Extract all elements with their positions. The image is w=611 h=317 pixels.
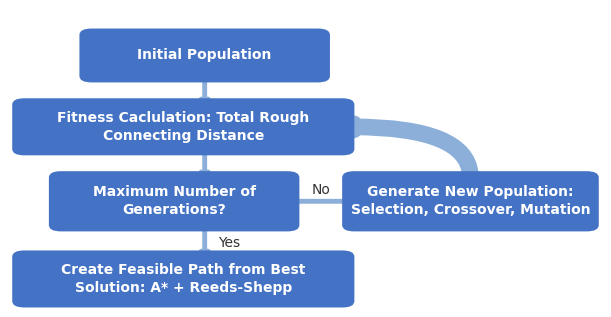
FancyBboxPatch shape — [49, 171, 299, 231]
FancyBboxPatch shape — [79, 29, 330, 82]
Text: Create Feasible Path from Best
Solution: A* + Reeds-Shepp: Create Feasible Path from Best Solution:… — [61, 263, 306, 295]
Text: Initial Population: Initial Population — [137, 49, 272, 62]
FancyBboxPatch shape — [12, 250, 354, 307]
FancyBboxPatch shape — [12, 98, 354, 155]
FancyBboxPatch shape — [342, 171, 599, 231]
Text: Generate New Population:
Selection, Crossover, Mutation: Generate New Population: Selection, Cros… — [351, 185, 590, 217]
Text: Maximum Number of
Generations?: Maximum Number of Generations? — [93, 185, 255, 217]
FancyArrowPatch shape — [353, 124, 470, 175]
Text: Yes: Yes — [218, 236, 240, 249]
Text: No: No — [312, 183, 330, 197]
Text: Fitness Caclulation: Total Rough
Connecting Distance: Fitness Caclulation: Total Rough Connect… — [57, 111, 309, 143]
